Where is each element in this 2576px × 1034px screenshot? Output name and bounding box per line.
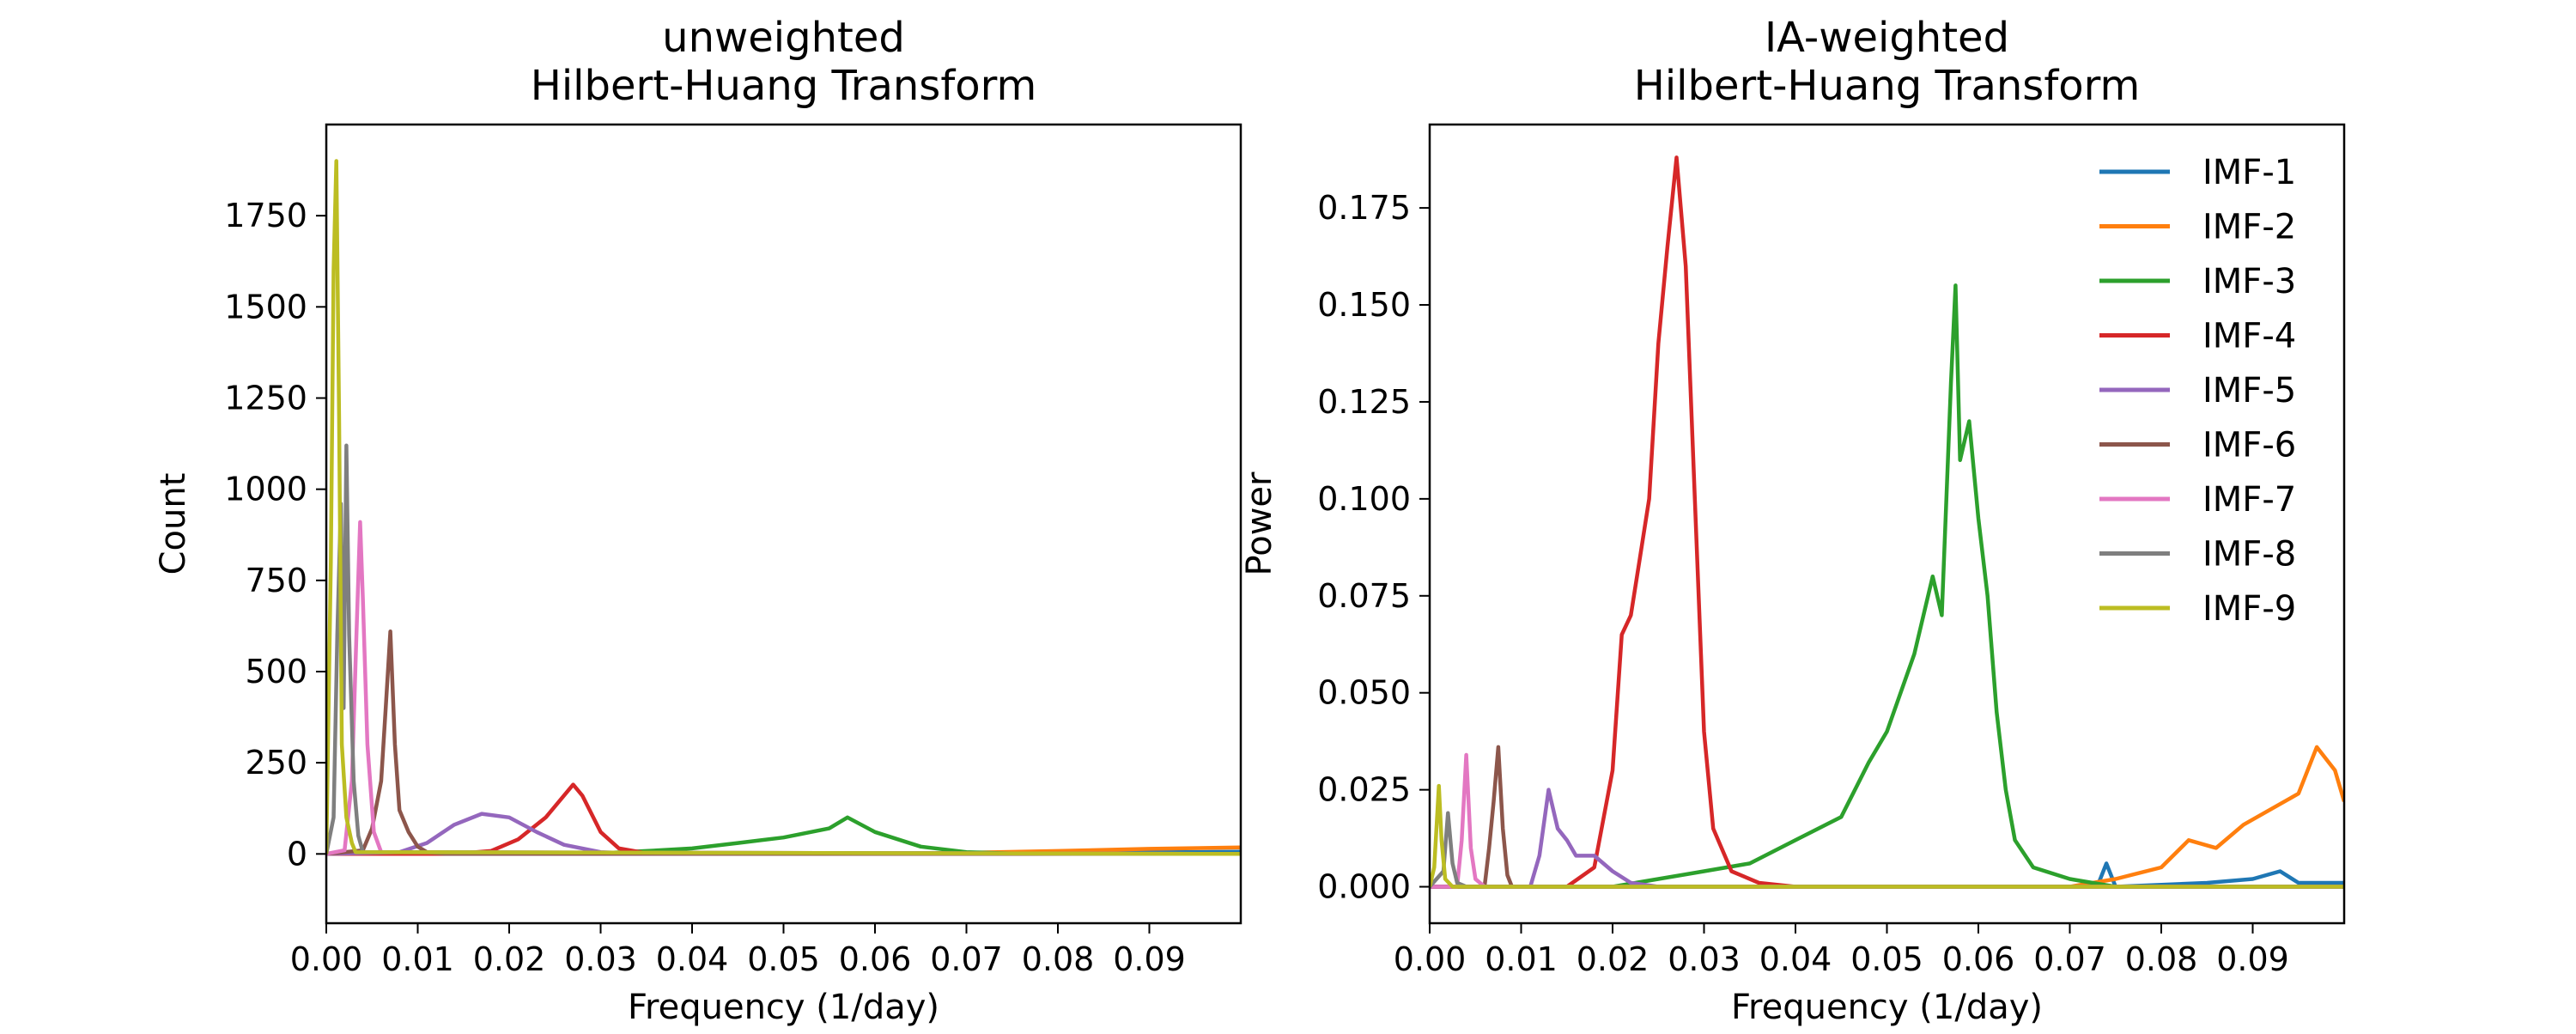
- x-tick-label: 0.02: [473, 940, 546, 978]
- chart-panel-2: 0.00 0.01 0.02 0.03 0.04 0.05 0.06 0.07 0.08 0.09…: [1240, 14, 2346, 1027]
- legend-label-imf-4: IMF-4: [2202, 317, 2296, 356]
- x-tick-label: 0.05: [747, 940, 820, 978]
- series-line-imf-3: [1430, 283, 2344, 889]
- x-tick-label: 0.01: [381, 940, 454, 978]
- y-tick-label: 750: [245, 562, 307, 599]
- y-tick-label: 1750: [224, 197, 307, 234]
- y-axis-label: Count: [154, 473, 193, 575]
- y-tick-label: 1000: [224, 471, 307, 508]
- y-tick-label: 250: [245, 744, 307, 782]
- x-tick-label: 0.09: [1113, 940, 1186, 978]
- legend: IMF-1 IMF-2 IMF-3 IMF-4 IMF-5 IMF-6 IMF-7 IMF-8…: [2099, 153, 2296, 629]
- y-tick-label: 0.000: [1317, 868, 1411, 906]
- chart-title-line-1: IA-weighted: [1765, 14, 2009, 62]
- legend-label-imf-6: IMF-6: [2202, 426, 2296, 465]
- x-tick-label: 0.01: [1485, 940, 1558, 978]
- x-tick-label: 0.00: [290, 940, 363, 978]
- x-tick-label: 0.05: [1850, 940, 1923, 978]
- legend-label-imf-8: IMF-8: [2202, 535, 2296, 575]
- x-tick-label: 0.07: [930, 940, 1003, 978]
- x-axis-label: Frequency (1/day): [1731, 988, 2043, 1027]
- x-tick-label: 0.06: [839, 940, 912, 978]
- y-axis-label: Power: [1240, 471, 1279, 575]
- y-tick-label: 1500: [224, 288, 307, 325]
- legend-label-imf-3: IMF-3: [2202, 262, 2296, 301]
- x-tick-label: 0.04: [656, 940, 729, 978]
- y-tick-label: 0.150: [1317, 286, 1411, 324]
- y-tick-label: 0.050: [1317, 674, 1411, 712]
- x-axis-label: Frequency (1/day): [628, 988, 939, 1027]
- series-line-imf-4: [1430, 155, 2344, 889]
- chart-panel-1: 0.00 0.01 0.02 0.03 0.04 0.05 0.06 0.07 0.08 0.09…: [154, 14, 1242, 1027]
- y-tick-label: 0.125: [1317, 383, 1411, 421]
- legend-label-imf-5: IMF-5: [2202, 371, 2296, 411]
- y-tick-label: 0.025: [1317, 771, 1411, 809]
- x-tick-label: 0.03: [1668, 940, 1741, 978]
- series-line-imf-6: [1430, 745, 2344, 889]
- legend-label-imf-7: IMF-7: [2202, 480, 2296, 520]
- x-tick-label: 0.00: [1394, 940, 1467, 978]
- x-tick-label: 0.04: [1759, 940, 1832, 978]
- y-tick-label: 0.175: [1317, 189, 1411, 227]
- series-line-imf-1: [1430, 861, 2344, 889]
- x-tick-label: 0.02: [1577, 940, 1649, 978]
- legend-label-imf-1: IMF-1: [2202, 153, 2296, 192]
- series-line-imf-9: [1430, 783, 2344, 889]
- series-line-imf-5: [1430, 788, 2344, 889]
- legend-label-imf-2: IMF-2: [2202, 208, 2296, 247]
- x-tick-label: 0.06: [1942, 940, 2015, 978]
- y-tick-label: 0: [287, 835, 307, 873]
- x-tick-label: 0.03: [564, 940, 637, 978]
- x-tick-label: 0.08: [1022, 940, 1095, 978]
- y-tick-label: 0.100: [1317, 480, 1411, 518]
- x-tick-label: 0.07: [2033, 940, 2106, 978]
- y-tick-label: 0.075: [1317, 577, 1411, 615]
- chart-title-line-1: unweighted: [662, 14, 905, 62]
- x-tick-label: 0.09: [2216, 940, 2289, 978]
- chart-title-line-2: Hilbert-Huang Transform: [531, 62, 1036, 110]
- x-tick-label: 0.08: [2125, 940, 2198, 978]
- chart-title-line-2: Hilbert-Huang Transform: [1634, 62, 2140, 110]
- series-group: [326, 159, 1241, 856]
- series-group: [1430, 155, 2344, 889]
- series-line-imf-7: [326, 520, 1241, 856]
- series-line-imf-2: [1430, 745, 2344, 889]
- y-tick-label: 500: [245, 653, 307, 690]
- y-tick-label: 1250: [224, 379, 307, 417]
- legend-label-imf-9: IMF-9: [2202, 589, 2296, 629]
- series-line-imf-8: [326, 443, 1241, 856]
- series-line-imf-9: [326, 159, 1241, 856]
